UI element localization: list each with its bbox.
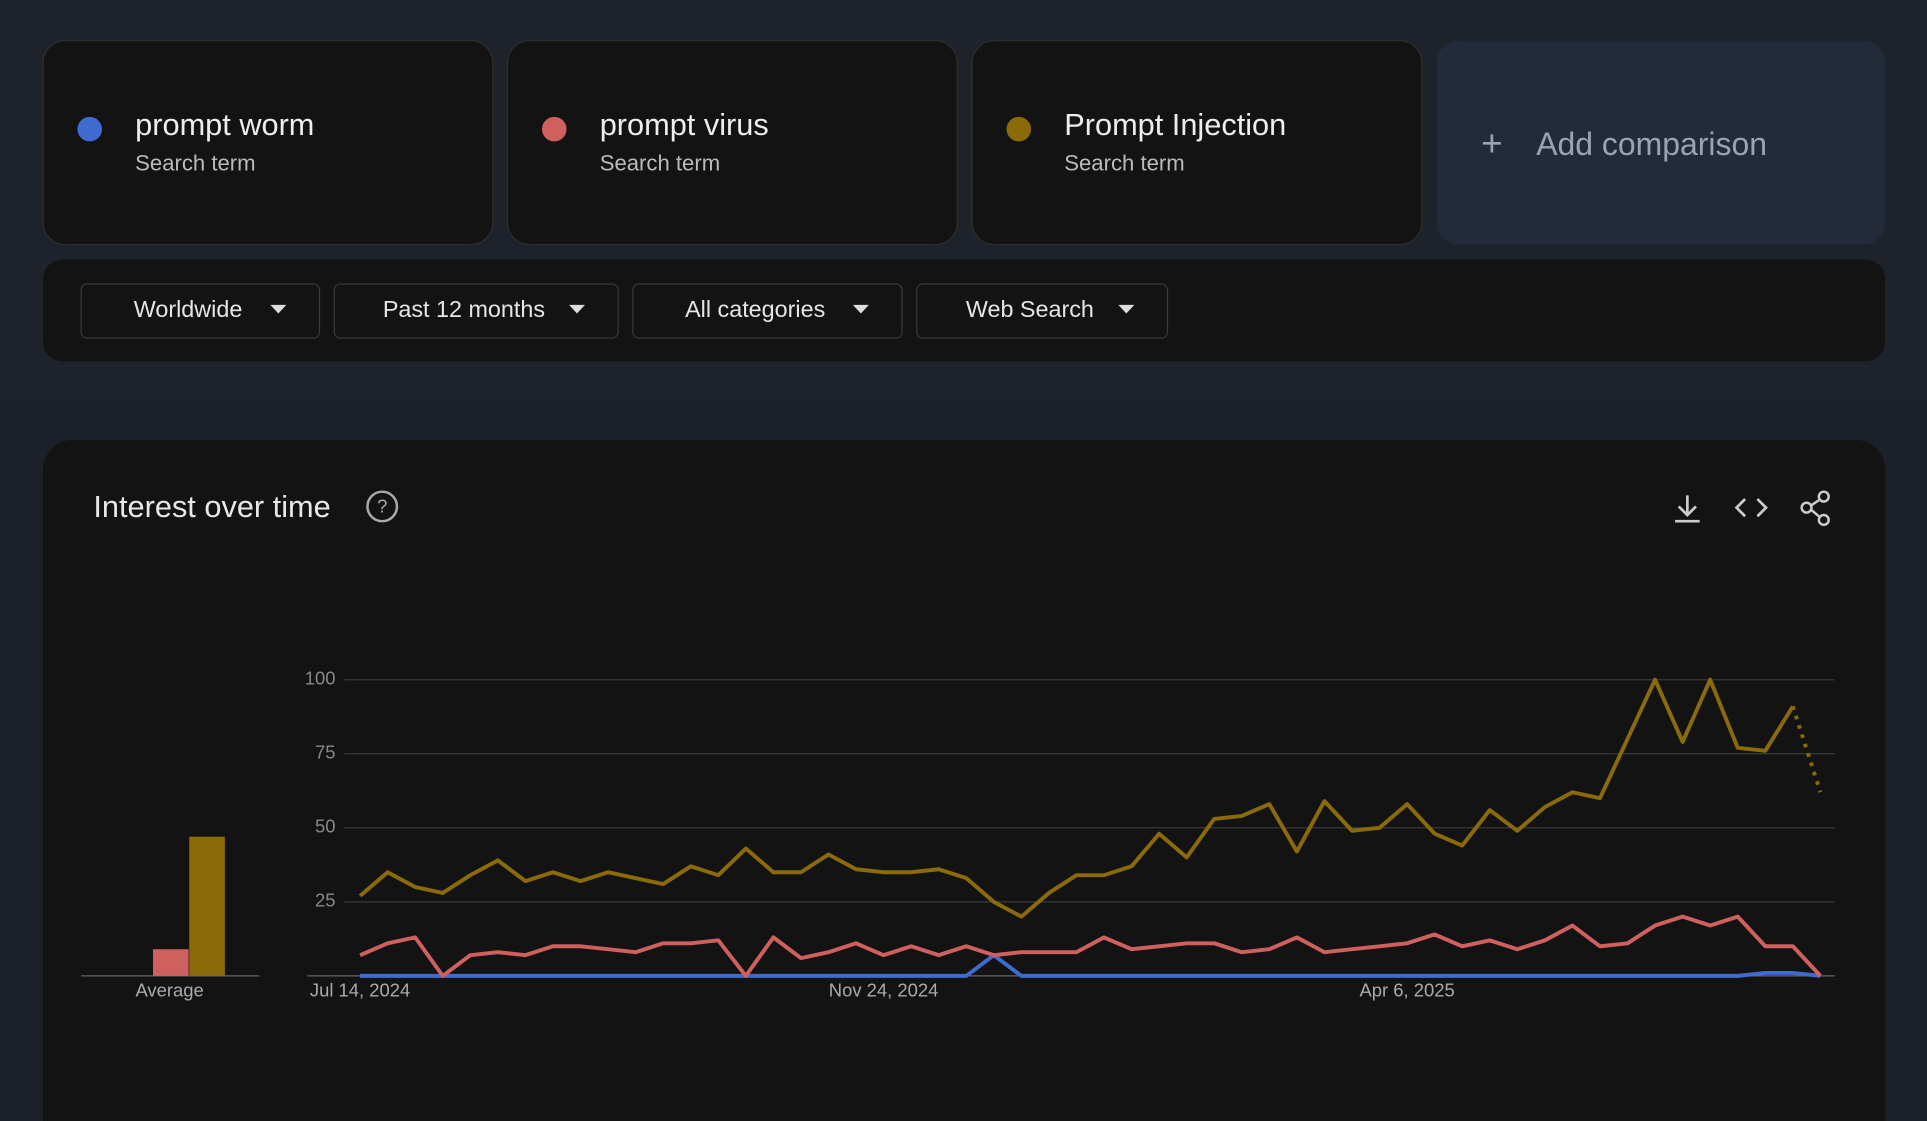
filter-button[interactable] bbox=[916, 283, 1169, 339]
filter-label: Web Search bbox=[966, 296, 1094, 322]
y-tick-label: 75 bbox=[315, 742, 336, 763]
term-card[interactable] bbox=[42, 40, 494, 246]
filter-button[interactable] bbox=[632, 283, 903, 339]
y-tick-label: 100 bbox=[305, 668, 336, 689]
filter-button[interactable] bbox=[333, 283, 619, 339]
x-tick-label: Nov 24, 2024 bbox=[829, 980, 939, 1001]
x-tick-label: Jul 14, 2024 bbox=[310, 980, 410, 1001]
dropdown-arrow bbox=[569, 304, 585, 314]
series-line bbox=[360, 953, 1821, 978]
chart-title: Interest over time bbox=[93, 489, 330, 524]
term-name: prompt worm bbox=[135, 107, 314, 142]
filter-label: Past 12 months bbox=[383, 296, 545, 322]
average-label: Average bbox=[135, 980, 203, 1001]
term-subtitle: Search term bbox=[135, 151, 255, 176]
embed-icon[interactable] bbox=[1734, 498, 1768, 518]
chart-panel bbox=[43, 440, 1886, 1121]
dropdown-arrow bbox=[1118, 304, 1135, 314]
term-card[interactable] bbox=[971, 40, 1423, 246]
average-bar bbox=[153, 949, 189, 976]
term-dot bbox=[1006, 116, 1032, 142]
add-comparison[interactable]: Add comparison bbox=[1536, 126, 1767, 162]
download-icon[interactable] bbox=[1675, 495, 1700, 523]
x-tick-label: Apr 6, 2025 bbox=[1359, 980, 1454, 1001]
filter-label: All categories bbox=[685, 296, 825, 322]
plus-icon: + bbox=[1481, 123, 1503, 164]
term-dot bbox=[77, 116, 103, 142]
term-subtitle: Search term bbox=[600, 151, 720, 176]
dropdown-arrow bbox=[852, 304, 869, 314]
term-subtitle: Search term bbox=[1064, 151, 1184, 176]
filter-label: Worldwide bbox=[134, 296, 243, 322]
series-line bbox=[359, 914, 1822, 978]
help-icon-glyph: ? bbox=[377, 496, 387, 517]
filter-button[interactable] bbox=[80, 283, 321, 339]
share-icon[interactable] bbox=[1800, 490, 1830, 527]
add-comparison-card[interactable] bbox=[1436, 40, 1886, 245]
filter-bar bbox=[43, 259, 1886, 362]
help-icon[interactable] bbox=[366, 490, 399, 523]
term-name: prompt virus bbox=[600, 107, 769, 142]
series-line bbox=[358, 677, 1795, 919]
term-card[interactable] bbox=[506, 40, 958, 246]
y-tick-label: 25 bbox=[315, 890, 336, 911]
dropdown-arrow bbox=[270, 304, 287, 314]
y-tick-label: 50 bbox=[315, 816, 336, 837]
average-bar bbox=[189, 836, 225, 976]
term-name: Prompt Injection bbox=[1064, 107, 1286, 142]
term-dot bbox=[541, 116, 567, 142]
